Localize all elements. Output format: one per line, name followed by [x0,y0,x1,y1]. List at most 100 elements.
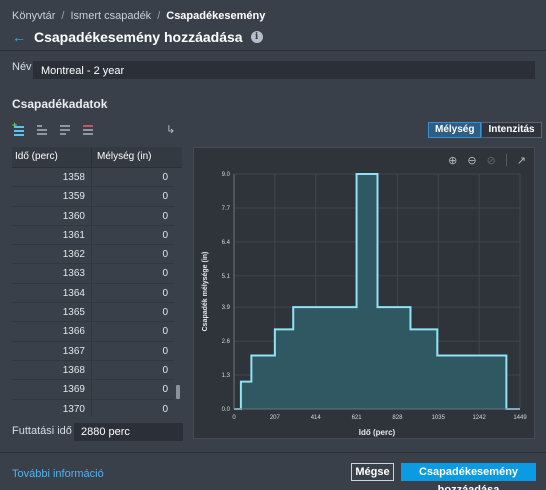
depth-toggle-button[interactable]: Mélység [428,122,482,138]
rainfall-table: Idő (perc) Mélység (in) 1358 0 1359 0 1360 0 1… [12,147,182,417]
time-cell[interactable]: 1362 [12,245,92,264]
depth-cell[interactable]: 0 [162,249,168,261]
add-rainfall-event-button[interactable]: Csapadékesemény hozzáadása [401,463,536,490]
scroll-thumb[interactable] [176,385,180,399]
table-header: Idő (perc) Mélység (in) [12,147,182,168]
time-cell[interactable]: 1369 [12,380,92,399]
table-row[interactable]: 1359 0 [12,187,174,207]
depth-cell[interactable]: 0 [162,191,168,203]
x-axis-label: Idő (perc) [359,428,396,437]
time-cell[interactable]: 1364 [12,283,92,303]
time-cell[interactable]: 1370 [12,399,92,417]
bottom-bar: További információ Mégse Csapadékesemény… [0,452,546,490]
table-row[interactable]: 1362 0 [12,245,174,265]
cancel-button[interactable]: Mégse [351,463,394,481]
table-row[interactable]: 1358 0 [12,168,174,188]
table-row[interactable]: 1365 0 [12,303,174,323]
y-tick-label: 5.1 [222,274,231,280]
table-row[interactable]: 1369 0 [12,380,174,400]
breadcrumb-current: Csapadékesemény [166,10,266,22]
back-arrow-icon[interactable]: ← [12,29,26,45]
table-row[interactable]: 1361 0 [12,225,174,246]
depth-cell[interactable]: 0 [162,287,168,299]
time-cell[interactable]: 1368 [12,360,92,380]
time-cell[interactable]: 1363 [12,264,92,283]
breadcrumb-separator: / [157,10,161,22]
depth-cell[interactable]: 0 [162,172,168,183]
table-body: 1358 0 1359 0 1360 0 1361 0 1362 0 1363 0 1364 0 1365 0… [12,168,174,417]
y-tick-label: 1.3 [222,373,231,379]
breadcrumb: Könyvtár / Ismert csapadék / Csapadékese… [12,10,265,22]
table-row[interactable]: 1366 0 [12,322,174,342]
depth-cell[interactable]: 0 [162,307,168,319]
add-row-icon[interactable]: + [12,120,25,136]
rainfall-chart: 0 207 414 621 828 1035 1242 1449 0.0 1.3 2.6 3.9 5.1… [202,172,527,437]
time-cell[interactable]: 1366 [12,322,92,341]
table-scrollbar[interactable] [175,168,181,417]
depth-cell[interactable]: 0 [162,326,168,338]
name-input[interactable]: Montreal - 2 year [33,61,535,79]
depth-cell[interactable]: 0 [162,268,168,280]
table-toolbar: + [12,120,94,136]
name-label: Név [12,61,32,73]
title-row: ← Csapadékesemény hozzáadása i [12,29,263,45]
section-title: Csapadékadatok [12,97,108,111]
table-row[interactable]: 1363 0 [12,264,174,284]
time-cell[interactable]: 1358 [12,168,92,187]
breadcrumb-library[interactable]: Könyvtár [12,10,56,22]
time-cell[interactable]: 1360 [12,206,92,225]
expand-icon[interactable]: ↗ [516,155,526,167]
zoom-reset-icon: ⊘ [486,155,496,167]
x-tick-label: 1242 [472,415,486,421]
table-row[interactable]: 1360 0 [12,206,174,226]
breadcrumb-known-rainfall[interactable]: Ismert csapadék [70,10,152,22]
time-cell[interactable]: 1365 [12,303,92,322]
x-tick-label: 1449 [513,415,527,421]
zoom-in-icon[interactable]: ⊕ [448,155,458,167]
x-tick-label: 828 [392,415,403,421]
depth-cell[interactable]: 0 [162,229,168,241]
page-title: Csapadékesemény hozzáadása [34,29,243,45]
x-tick-label: 1035 [432,415,446,421]
runtime-label: Futtatási idő [12,425,72,437]
x-tick-label: 414 [311,415,322,421]
import-icon[interactable]: ↳ [166,124,176,136]
depth-cell[interactable]: 0 [162,384,168,396]
info-icon[interactable]: i [250,31,263,43]
table-row[interactable]: 1370 0 [12,399,174,417]
column-header-time[interactable]: Idő (perc) [12,147,92,167]
y-axis-label: Csapadék mélysége (in) [202,252,209,332]
runtime-input[interactable]: 2880 perc [74,423,183,441]
table-row[interactable]: 1367 0 [12,341,174,361]
header: Könyvtár / Ismert csapadék / Csapadékese… [0,0,546,51]
insert-row-icon[interactable] [35,123,48,135]
table-row[interactable]: 1368 0 [12,360,174,381]
y-tick-label: 9.0 [222,172,231,178]
column-header-depth[interactable]: Mélység (in) [97,151,152,162]
y-tick-label: 7.7 [222,206,231,212]
y-tick-label: 3.9 [222,305,231,311]
depth-cell[interactable]: 0 [162,345,168,357]
runtime-row: Futtatási idő 2880 perc [12,423,183,441]
depth-intensity-toggle: Mélység Intenzitás [428,122,542,138]
name-row: Név Montreal - 2 year [12,61,535,79]
x-tick-label: 0 [232,415,236,421]
y-tick-label: 0.0 [222,407,231,413]
delete-row-icon[interactable] [81,123,94,135]
table-row[interactable]: 1364 0 [12,283,174,304]
time-cell[interactable]: 1361 [12,225,92,245]
y-tick-label: 2.6 [222,339,231,345]
intensity-toggle-button[interactable]: Intenzitás [481,122,542,138]
depth-cell[interactable]: 0 [162,210,168,222]
time-cell[interactable]: 1359 [12,187,92,206]
zoom-out-icon[interactable]: ⊖ [467,155,477,167]
move-row-icon[interactable] [58,123,71,135]
x-tick-label: 621 [352,415,363,421]
more-info-link[interactable]: További információ [12,468,104,480]
time-cell[interactable]: 1367 [12,341,92,360]
toolbar-divider [505,154,507,166]
depth-cell[interactable]: 0 [162,403,168,415]
breadcrumb-separator: / [61,10,65,22]
depth-cell[interactable]: 0 [162,364,168,376]
y-tick-label: 6.4 [222,240,231,246]
